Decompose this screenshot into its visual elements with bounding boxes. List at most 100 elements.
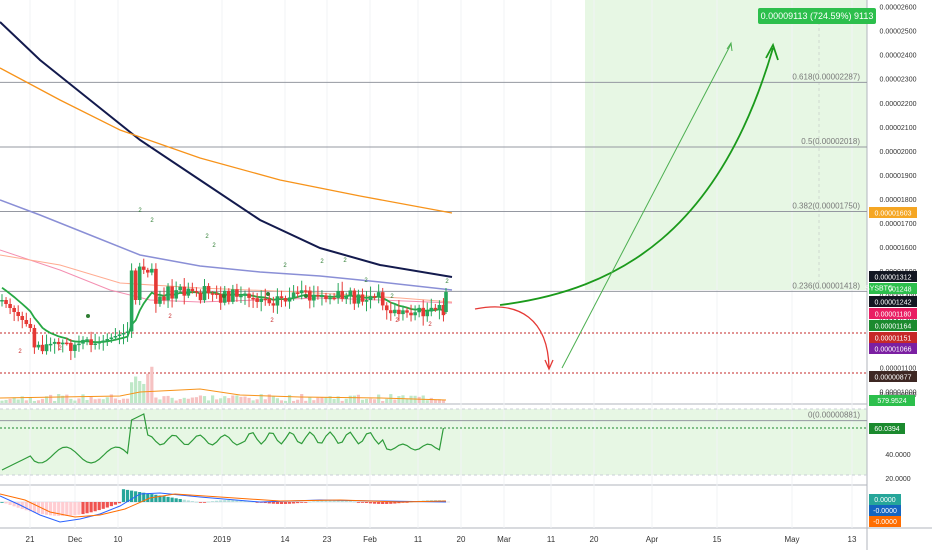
volume-bar <box>77 398 81 403</box>
macd-histogram-bar <box>352 501 356 503</box>
price-tick: 0.00001800 <box>880 197 917 204</box>
candle-body <box>368 296 373 301</box>
macd-histogram-bar <box>190 501 194 502</box>
macd-histogram-bar <box>385 502 389 504</box>
candle-body <box>174 290 178 299</box>
candle-body <box>320 295 324 298</box>
signal-mark-down: 2 <box>428 322 432 328</box>
macd-histogram-bar <box>243 500 247 502</box>
rsi-band <box>0 409 867 475</box>
volume-bar <box>162 396 166 403</box>
bullish-arrow-head <box>765 42 779 61</box>
volume-bar <box>292 400 296 403</box>
volume-bar <box>211 395 215 403</box>
macd-histogram-bar <box>300 502 304 503</box>
macd-value-box <box>869 494 901 505</box>
symbol-tag-box <box>869 283 889 293</box>
volume-ma <box>0 388 447 401</box>
candle-body <box>295 292 300 294</box>
volume-bar <box>194 397 198 403</box>
volume-bar <box>81 394 85 403</box>
macd-histogram-bar <box>77 502 81 515</box>
candle-body <box>287 297 292 302</box>
volume-bar <box>312 400 316 403</box>
price-tick: 0.00002600 <box>880 5 917 12</box>
volume-bar <box>433 399 437 403</box>
candle-body <box>24 320 29 324</box>
volume-bar <box>377 394 381 403</box>
volume-bar <box>332 398 336 403</box>
macd-histogram-bar <box>320 500 324 502</box>
candle-body <box>259 298 263 302</box>
candle-body <box>235 289 239 297</box>
projection-zone <box>585 0 867 290</box>
time-tick: 20 <box>590 535 599 544</box>
macd-histogram-bar <box>89 502 93 513</box>
fib-label: 0(0.00000881) <box>808 411 860 420</box>
macd-histogram-bar <box>154 494 158 502</box>
candle-body <box>141 266 146 270</box>
macd-value-box <box>869 505 901 516</box>
volume-bar <box>348 395 352 403</box>
volume-bar <box>130 382 134 403</box>
volume-bar <box>255 399 259 403</box>
candle-body <box>271 303 276 306</box>
trend-projection-line <box>561 43 732 369</box>
volume-bar <box>178 399 182 403</box>
volume-bar <box>243 396 247 403</box>
price-tick: 0.00002100 <box>880 125 917 132</box>
drawings: 0.00009113 (724.59%) 9113 <box>474 8 876 371</box>
price-tag: 0.00001312 <box>875 275 912 282</box>
macd-histogram-bar <box>377 502 381 504</box>
volume-bar <box>28 397 32 403</box>
volume-bar <box>251 400 255 403</box>
macd-histogram-bar <box>57 502 61 516</box>
macd-histogram-bar <box>324 500 328 502</box>
volume-bar <box>425 400 429 403</box>
macd-value-box <box>869 516 901 527</box>
price-tag-box <box>869 283 917 294</box>
macd-histogram-bar <box>170 497 174 502</box>
candle-body <box>360 294 365 302</box>
macd-histogram-bar <box>73 502 77 516</box>
candle-body <box>198 292 203 301</box>
macd-histogram-bar <box>227 500 231 502</box>
macd-histogram-bar <box>239 500 243 502</box>
price-tag: 0.00001066 <box>875 347 912 354</box>
candle-body <box>150 268 154 273</box>
macd-histogram-bar <box>28 502 32 512</box>
volume-bar <box>267 394 271 403</box>
volume-bar <box>109 394 113 403</box>
signal-mark-up: 2 <box>343 258 347 264</box>
candle-body <box>393 309 397 314</box>
volume-bar <box>441 399 446 403</box>
volume-bar <box>300 394 304 403</box>
macd-histogram-bar <box>97 502 101 511</box>
price-tag: 0.00001164 <box>875 324 912 331</box>
volume-bar <box>296 399 300 403</box>
rsi-panel <box>0 408 867 476</box>
candle-body <box>12 308 16 312</box>
macd-histogram-bar <box>32 502 36 513</box>
price-tag-box <box>869 308 917 319</box>
volume-bar <box>437 399 441 403</box>
candle-body <box>105 339 110 341</box>
candle-body <box>324 295 328 300</box>
price-tag-box <box>869 343 917 354</box>
volume-bar <box>154 397 158 403</box>
macd-histogram-bar <box>348 501 352 502</box>
signal-mark-up: 2 <box>138 208 142 214</box>
candle-body <box>247 293 251 298</box>
volume-bar <box>231 395 235 403</box>
macd-histogram-bar <box>271 502 275 504</box>
macd-histogram-bar <box>215 500 219 502</box>
signal-dot <box>266 292 270 296</box>
macd-histogram-bar <box>146 493 150 502</box>
price-tag-box <box>869 271 917 282</box>
volume-bar <box>150 366 154 403</box>
macd-histogram-bar <box>364 502 369 503</box>
price-tag: 0.00001242 <box>875 300 912 307</box>
symbol-tag: SYSBTC <box>865 286 893 293</box>
macd-value: 0.0000 <box>874 497 896 504</box>
